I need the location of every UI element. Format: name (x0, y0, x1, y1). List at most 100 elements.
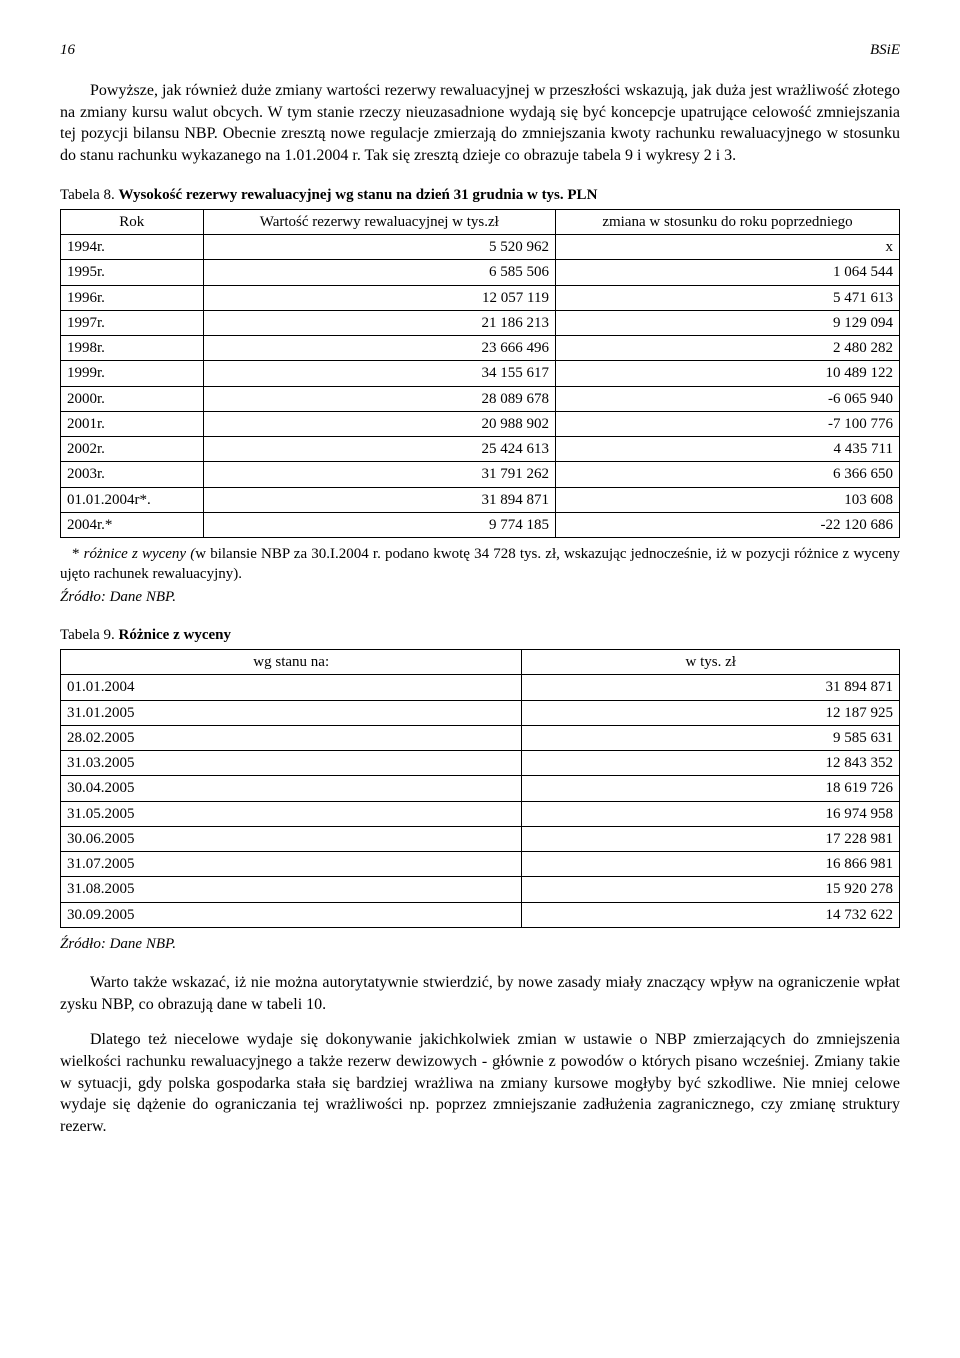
table9-cell-date: 01.01.2004 (61, 675, 522, 700)
table9-cell-value: 12 187 925 (522, 700, 900, 725)
table8-h2: Wartość rezerwy rewaluacyjnej w tys.zł (203, 209, 555, 234)
table-row: 1997r.21 186 2139 129 094 (61, 310, 900, 335)
table8-cell-year: 2001r. (61, 411, 204, 436)
table9-cell-value: 31 894 871 (522, 675, 900, 700)
table8-footnote-text: * różnice z wyceny (w bilansie NBP za 30… (60, 546, 900, 582)
table8-cell-year: 01.01.2004r*. (61, 487, 204, 512)
paragraph-1: Powyższe, jak również duże zmiany wartoś… (60, 80, 900, 166)
table-row: 1998r.23 666 4962 480 282 (61, 336, 900, 361)
table9-cell-date: 31.05.2005 (61, 801, 522, 826)
table8-cell-year: 1994r. (61, 235, 204, 260)
table8-cell-year: 1996r. (61, 285, 204, 310)
table9-cell-date: 30.09.2005 (61, 902, 522, 927)
table-row: 30.09.200514 732 622 (61, 902, 900, 927)
paragraph-3: Dlatego też niecelowe wydaje się dokonyw… (60, 1029, 900, 1137)
table-row: 1995r.6 585 5061 064 544 (61, 260, 900, 285)
table9-cell-value: 17 228 981 (522, 826, 900, 851)
table-row: 31.01.200512 187 925 (61, 700, 900, 725)
table-row: 01.01.200431 894 871 (61, 675, 900, 700)
table9-caption: Tabela 9. Różnice z wyceny (60, 625, 900, 645)
table8-cell-year: 2002r. (61, 437, 204, 462)
table8-cell-change: 2 480 282 (556, 336, 900, 361)
table8-caption-prefix: Tabela 8. (60, 187, 119, 203)
table9-cell-value: 14 732 622 (522, 902, 900, 927)
table9-header-row: wg stanu na: w tys. zł (61, 650, 900, 675)
paragraph-2: Warto także wskazać, iż nie można autory… (60, 972, 900, 1015)
table9-caption-prefix: Tabela 9. (60, 627, 119, 643)
table8-header-row: Rok Wartość rezerwy rewaluacyjnej w tys.… (61, 209, 900, 234)
table8-cell-change: 5 471 613 (556, 285, 900, 310)
table-row: 2004r.*9 774 185-22 120 686 (61, 512, 900, 537)
table8-cell-value: 34 155 617 (203, 361, 555, 386)
table9-cell-date: 28.02.2005 (61, 725, 522, 750)
table9-cell-value: 16 866 981 (522, 852, 900, 877)
table8-cell-change: 4 435 711 (556, 437, 900, 462)
table-row: 2001r.20 988 902-7 100 776 (61, 411, 900, 436)
table8-cell-value: 6 585 506 (203, 260, 555, 285)
table8: Rok Wartość rezerwy rewaluacyjnej w tys.… (60, 209, 900, 538)
table-row: 31.05.200516 974 958 (61, 801, 900, 826)
table8-cell-change: 10 489 122 (556, 361, 900, 386)
table8-cell-year: 1997r. (61, 310, 204, 335)
table8-cell-value: 9 774 185 (203, 512, 555, 537)
table8-cell-value: 23 666 496 (203, 336, 555, 361)
table-row: 01.01.2004r*.31 894 871103 608 (61, 487, 900, 512)
table9-cell-value: 16 974 958 (522, 801, 900, 826)
table-row: 31.08.200515 920 278 (61, 877, 900, 902)
table8-cell-change: 1 064 544 (556, 260, 900, 285)
table8-cell-value: 31 894 871 (203, 487, 555, 512)
table9-cell-date: 31.07.2005 (61, 852, 522, 877)
table9: wg stanu na: w tys. zł 01.01.200431 894 … (60, 649, 900, 928)
table8-caption-bold: Wysokość rezerwy rewaluacyjnej wg stanu … (119, 187, 598, 203)
table8-cell-change: 103 608 (556, 487, 900, 512)
table9-cell-value: 9 585 631 (522, 725, 900, 750)
table-row: 1996r.12 057 1195 471 613 (61, 285, 900, 310)
table-row: 2000r.28 089 678-6 065 940 (61, 386, 900, 411)
table8-cell-value: 31 791 262 (203, 462, 555, 487)
doc-label: BSiE (870, 40, 900, 60)
table9-h2: w tys. zł (522, 650, 900, 675)
table9-cell-value: 15 920 278 (522, 877, 900, 902)
table8-cell-year: 2004r.* (61, 512, 204, 537)
table9-cell-date: 30.06.2005 (61, 826, 522, 851)
table8-cell-value: 5 520 962 (203, 235, 555, 260)
table-row: 1994r.5 520 962x (61, 235, 900, 260)
table8-cell-value: 20 988 902 (203, 411, 555, 436)
table9-h1: wg stanu na: (61, 650, 522, 675)
table8-cell-change: 6 366 650 (556, 462, 900, 487)
table9-cell-value: 12 843 352 (522, 751, 900, 776)
table8-cell-change: -22 120 686 (556, 512, 900, 537)
table8-source: Źródło: Dane NBP. (60, 587, 900, 607)
table9-cell-date: 31.08.2005 (61, 877, 522, 902)
table8-cell-value: 25 424 613 (203, 437, 555, 462)
table9-cell-value: 18 619 726 (522, 776, 900, 801)
table-row: 30.06.200517 228 981 (61, 826, 900, 851)
table-row: 30.04.200518 619 726 (61, 776, 900, 801)
table9-cell-date: 30.04.2005 (61, 776, 522, 801)
table-row: 31.07.200516 866 981 (61, 852, 900, 877)
table8-h1: Rok (61, 209, 204, 234)
table8-cell-year: 1999r. (61, 361, 204, 386)
table9-cell-date: 31.03.2005 (61, 751, 522, 776)
table-row: 2003r.31 791 2626 366 650 (61, 462, 900, 487)
table-row: 2002r.25 424 6134 435 711 (61, 437, 900, 462)
table-row: 28.02.20059 585 631 (61, 725, 900, 750)
table-row: 1999r.34 155 61710 489 122 (61, 361, 900, 386)
table9-cell-date: 31.01.2005 (61, 700, 522, 725)
table8-h3: zmiana w stosunku do roku poprzedniego (556, 209, 900, 234)
table8-cell-value: 28 089 678 (203, 386, 555, 411)
table8-cell-year: 2003r. (61, 462, 204, 487)
table8-cell-value: 12 057 119 (203, 285, 555, 310)
table8-cell-change: -6 065 940 (556, 386, 900, 411)
table9-caption-bold: Różnice z wyceny (119, 627, 231, 643)
page-number: 16 (60, 40, 75, 60)
table8-cell-change: x (556, 235, 900, 260)
table-row: 31.03.200512 843 352 (61, 751, 900, 776)
table8-cell-year: 1995r. (61, 260, 204, 285)
table8-footnote: * różnice z wyceny (w bilansie NBP za 30… (60, 544, 900, 585)
table8-cell-change: -7 100 776 (556, 411, 900, 436)
table9-source: Źródło: Dane NBP. (60, 934, 900, 954)
table8-cell-year: 1998r. (61, 336, 204, 361)
table8-caption: Tabela 8. Wysokość rezerwy rewaluacyjnej… (60, 185, 900, 205)
table8-cell-change: 9 129 094 (556, 310, 900, 335)
